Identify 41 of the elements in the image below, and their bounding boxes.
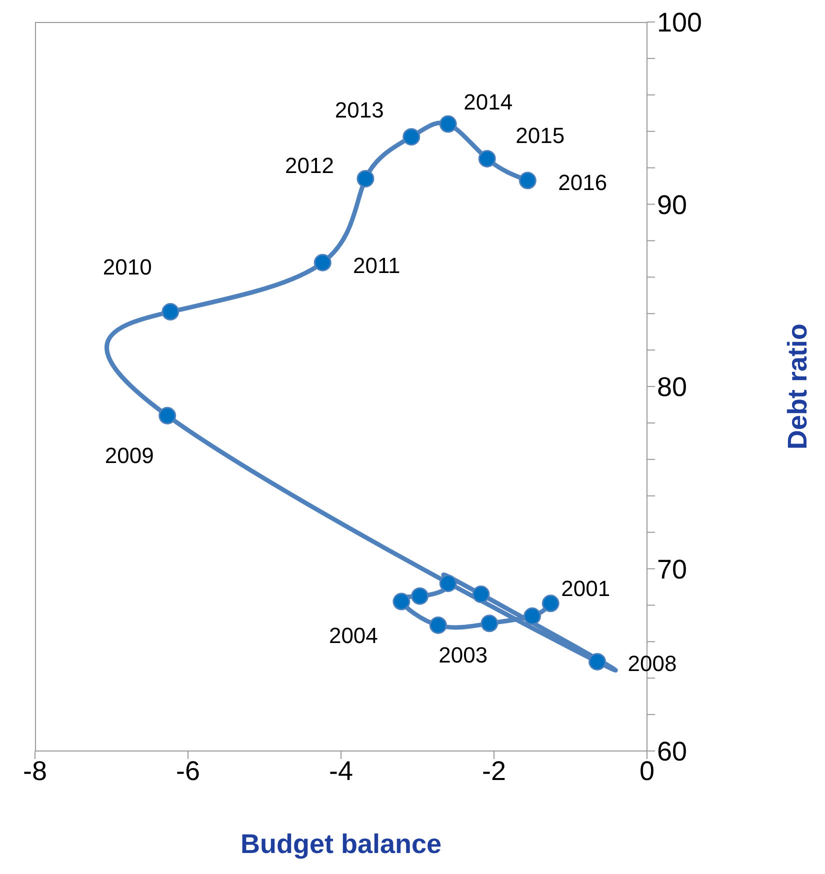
point [314, 254, 332, 272]
point [439, 574, 457, 592]
annotation: 2011 [352, 253, 400, 278]
annotation: 2009 [104, 443, 154, 468]
annotation: 2015 [516, 123, 565, 148]
point [588, 652, 606, 670]
point [162, 303, 180, 321]
y-tick-label: 60 [657, 736, 688, 767]
x-tick-label: -2 [482, 756, 506, 786]
y-tick-label: 80 [657, 372, 688, 402]
y-tick-label: 70 [657, 554, 688, 584]
annotation: 2012 [285, 153, 334, 178]
point [478, 150, 496, 168]
point [518, 172, 536, 190]
annotation: 2014 [464, 90, 513, 115]
annotation: 2001 [561, 576, 610, 601]
y-tick-label: 100 [657, 8, 702, 38]
annotation: 2003 [438, 642, 488, 668]
y-tick-label: 90 [657, 190, 688, 220]
annotation: 2016 [558, 170, 608, 196]
x-tick-label: -8 [22, 756, 48, 786]
point [542, 594, 560, 612]
point [524, 607, 541, 625]
annotation: 2004 [328, 623, 378, 648]
x-axis-title: Budget balance [240, 829, 442, 859]
point [429, 616, 447, 634]
point [356, 170, 374, 188]
point [472, 586, 490, 604]
annotation: 2008 [628, 651, 677, 676]
point [392, 592, 410, 610]
point [480, 614, 498, 632]
y-axis-title: Debt ratio [782, 323, 813, 450]
x-tick-label: 0 [639, 756, 655, 786]
annotation: 2010 [102, 254, 152, 280]
x-tick-label: -6 [176, 756, 200, 786]
point [411, 587, 429, 605]
point [402, 128, 420, 146]
x-tick-label: -4 [328, 756, 354, 786]
point [439, 115, 457, 133]
annotation: 2013 [334, 97, 384, 122]
point [158, 406, 176, 424]
